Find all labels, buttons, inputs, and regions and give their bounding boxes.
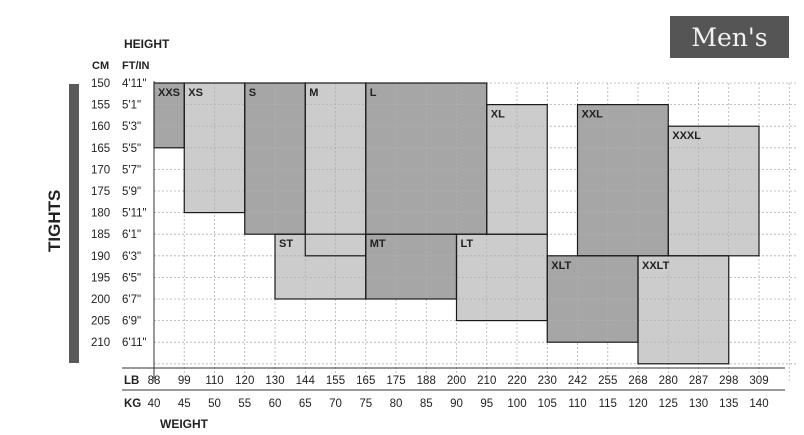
tick-cm-205: 205: [91, 316, 110, 328]
tick-lb-110: 110: [205, 375, 223, 387]
tick-lb-120: 120: [235, 375, 254, 387]
tick-lb-188: 188: [417, 375, 436, 387]
tick-cm-175: 175: [91, 186, 110, 198]
size-block-xxl: [577, 104, 669, 256]
tick-lb-255: 255: [598, 375, 617, 387]
tick-cm-180: 180: [91, 208, 110, 220]
size-block-st: [275, 234, 366, 299]
tick-lb-155: 155: [326, 375, 345, 387]
tick-ftin-210: 6'11": [122, 337, 147, 349]
tick-kg-110: 110: [568, 398, 586, 410]
tick-ftin-175: 5'9": [122, 186, 141, 198]
tick-kg-95: 95: [480, 398, 493, 410]
size-block-xxlt: [638, 255, 729, 364]
tick-cm-185: 185: [91, 229, 110, 241]
tick-lb-309: 309: [749, 375, 768, 387]
tick-ftin-200: 6'7": [122, 294, 141, 306]
tick-kg-90: 90: [450, 398, 463, 410]
size-block-mt: [365, 234, 457, 299]
cm-header: CM: [92, 60, 109, 72]
size-label-xs: XS: [188, 87, 203, 99]
tick-kg-70: 70: [329, 398, 342, 410]
tick-kg-120: 120: [628, 398, 647, 410]
tick-ftin-170: 5'7": [122, 164, 141, 176]
tick-lb-165: 165: [356, 375, 375, 387]
tick-kg-75: 75: [359, 398, 372, 410]
tick-kg-50: 50: [208, 398, 221, 410]
tick-kg-130: 130: [689, 398, 708, 410]
tick-lb-280: 280: [659, 375, 678, 387]
tick-lb-144: 144: [296, 375, 316, 387]
tick-cm-155: 155: [91, 100, 110, 112]
size-label-l: L: [370, 87, 377, 99]
size-label-xxl: XXL: [582, 109, 604, 121]
size-label-xxlt: XXLT: [642, 260, 670, 272]
tick-cm-165: 165: [91, 143, 110, 155]
tick-kg-45: 45: [178, 398, 191, 410]
size-label-xlt: XLT: [551, 260, 571, 272]
tick-kg-55: 55: [238, 398, 251, 410]
tick-cm-190: 190: [91, 251, 110, 263]
tick-ftin-185: 6'1": [122, 229, 141, 241]
tick-lb-298: 298: [719, 375, 738, 387]
tick-ftin-155: 5'1": [122, 100, 141, 112]
side-label: TIGHTS: [45, 190, 64, 252]
height-header: HEIGHT: [124, 37, 170, 51]
tick-kg-135: 135: [719, 398, 738, 410]
tick-ftin-190: 6'3": [122, 251, 141, 263]
tick-kg-100: 100: [507, 398, 526, 410]
size-label-mt: MT: [370, 238, 386, 250]
tick-kg-80: 80: [390, 398, 403, 410]
tick-kg-85: 85: [420, 398, 433, 410]
tick-ftin-195: 6'5": [122, 272, 141, 284]
tick-cm-150: 150: [91, 78, 110, 90]
size-block-xxs: [154, 83, 185, 148]
tick-ftin-205: 6'9": [122, 316, 141, 328]
tick-cm-195: 195: [91, 272, 110, 284]
tick-lb-210: 210: [477, 375, 496, 387]
tick-lb-230: 230: [538, 375, 557, 387]
side-label-svg: TIGHTS: [45, 190, 64, 252]
tick-kg-140: 140: [749, 398, 768, 410]
tick-lb-200: 200: [447, 375, 466, 387]
tick-kg-65: 65: [299, 398, 312, 410]
tick-lb-130: 130: [265, 375, 284, 387]
kg-header: KG: [124, 398, 141, 410]
size-label-lt: LT: [461, 238, 474, 250]
ftin-header: FT/IN: [122, 60, 150, 72]
side-bar: [69, 84, 79, 363]
tick-kg-115: 115: [599, 398, 617, 410]
size-label-xxxl: XXXL: [672, 130, 701, 142]
tick-lb-268: 268: [628, 375, 647, 387]
tick-lb-220: 220: [507, 375, 526, 387]
tick-ftin-160: 5'3": [122, 121, 141, 133]
size-label-xxs: XXS: [158, 87, 180, 99]
tick-lb-88: 88: [148, 375, 161, 387]
tick-kg-105: 105: [538, 398, 557, 410]
tick-lb-175: 175: [386, 375, 405, 387]
tick-cm-160: 160: [91, 121, 110, 133]
size-block-xxxl: [668, 126, 759, 256]
title-badge: Men's: [670, 16, 789, 58]
tick-ftin-165: 5'5": [122, 143, 141, 155]
size-label-m: M: [309, 87, 318, 99]
size-label-xl: XL: [491, 109, 505, 121]
tick-kg-60: 60: [269, 398, 282, 410]
tick-lb-242: 242: [568, 375, 587, 387]
tick-lb-287: 287: [689, 375, 708, 387]
tick-cm-210: 210: [91, 337, 110, 349]
weight-label: WEIGHT: [160, 417, 209, 431]
tick-cm-170: 170: [91, 164, 110, 176]
tick-ftin-150: 4'11": [122, 78, 147, 90]
tick-kg-40: 40: [148, 398, 161, 410]
size-label-s: S: [249, 87, 256, 99]
size-border-xxlt: [637, 255, 730, 365]
size-label-st: ST: [279, 238, 293, 250]
tick-kg-125: 125: [659, 398, 678, 410]
tick-cm-200: 200: [91, 294, 110, 306]
lb-header: LB: [124, 375, 139, 387]
tick-ftin-180: 5'11": [122, 208, 147, 220]
tick-lb-99: 99: [178, 375, 191, 387]
